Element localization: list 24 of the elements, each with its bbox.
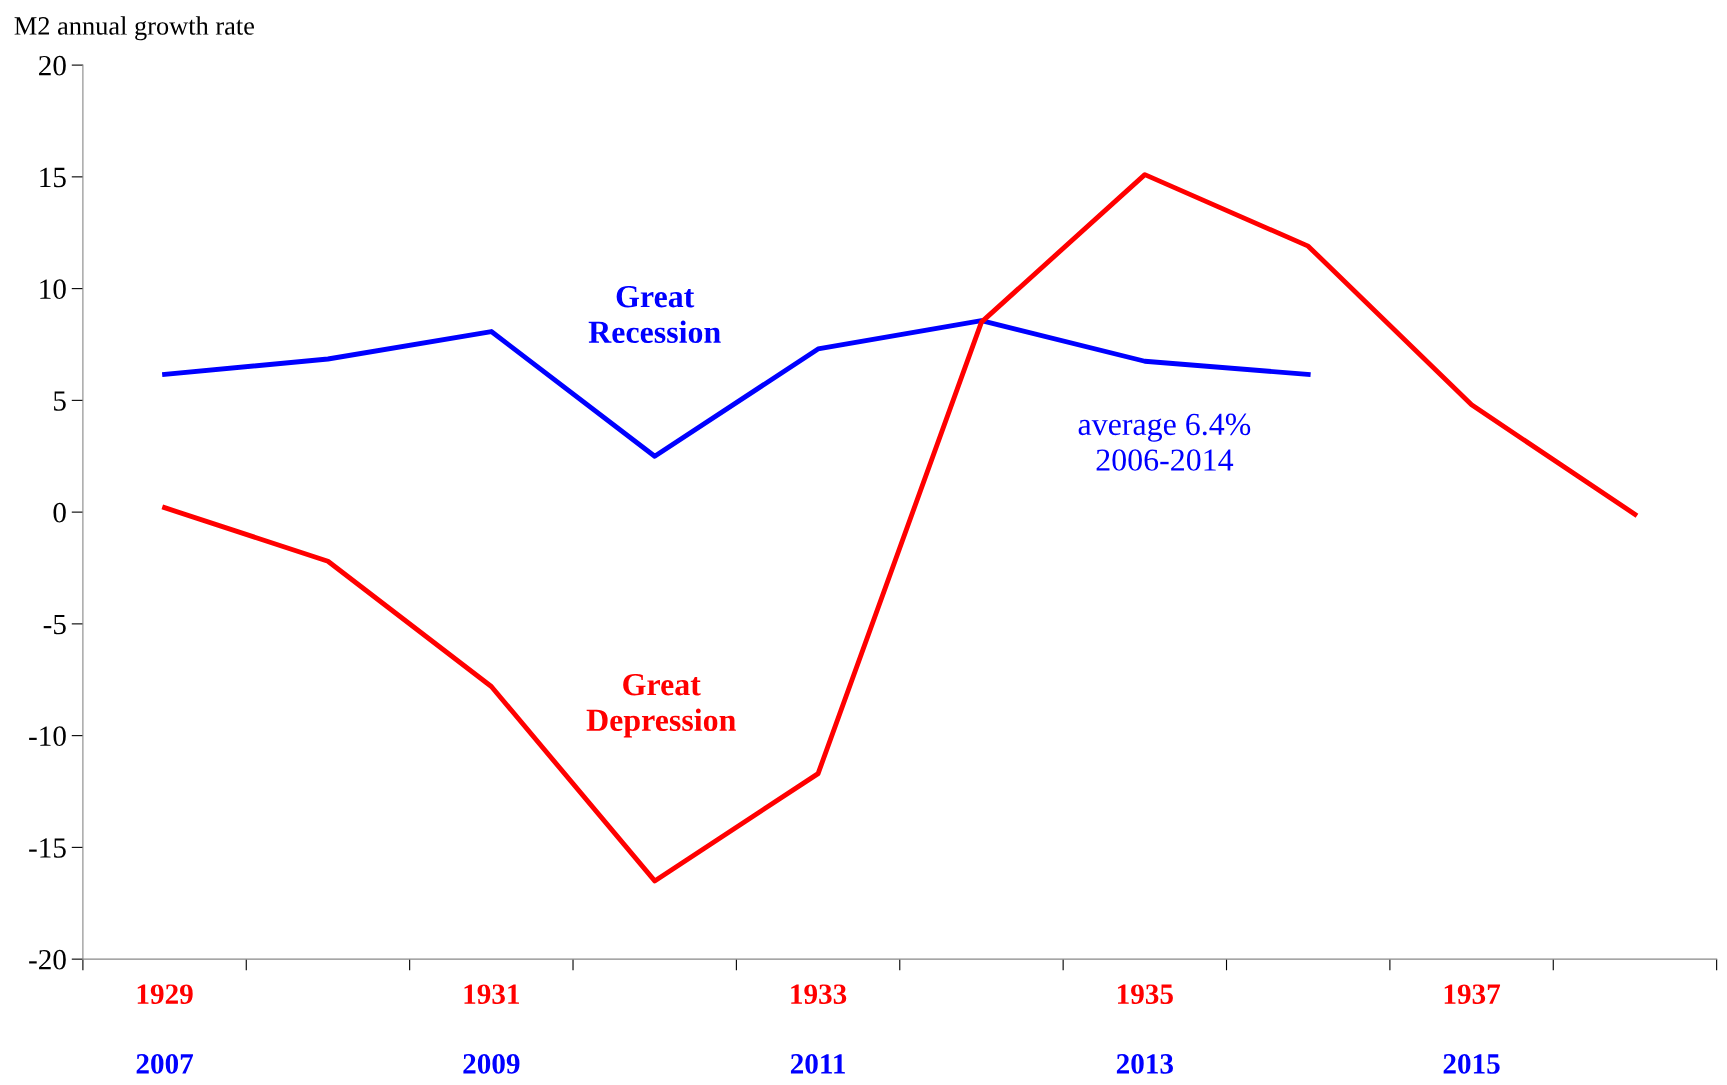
series-label: Great Recession	[588, 285, 721, 344]
text: 2009	[463, 1054, 520, 1074]
y-tick-label: -20	[29, 949, 66, 970]
x-tick-label: 1935	[1118, 984, 1173, 1004]
x-tick-label: 1929	[137, 984, 193, 1004]
y-tick-label: 5	[54, 391, 66, 411]
x-tick-label: 1931	[464, 984, 519, 1004]
line-series	[162, 172, 1638, 884]
y-tick-label: 20	[39, 55, 66, 76]
y-tick-label: 10	[40, 279, 66, 300]
y-tick-label: 0	[53, 502, 66, 523]
y-tick-label: -5	[43, 614, 66, 635]
y-tick-label: 15	[40, 167, 66, 188]
x-tick-label: 1937	[1444, 984, 1501, 1004]
y-tick-label: -10	[29, 726, 66, 747]
text: 2007	[136, 1054, 194, 1074]
text: 2011	[790, 1054, 845, 1074]
y-axis-title: M2 annual growth rate	[14, 16, 254, 41]
y-tick-label: -15	[29, 838, 66, 858]
series-label: Great Depression	[586, 673, 736, 738]
text: 2015	[1443, 1054, 1500, 1074]
annotation: average 6.4% 2006-2014	[1078, 413, 1251, 471]
text: 2013	[1116, 1054, 1173, 1074]
x-tick-label: 1933	[791, 984, 847, 1004]
